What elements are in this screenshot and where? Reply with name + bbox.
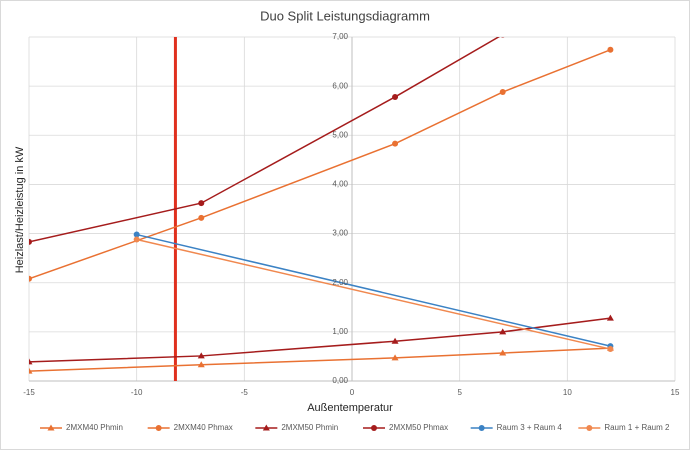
y-tick-label: 1,00 [332,327,348,336]
marker [262,424,270,431]
grid [28,36,676,382]
marker [29,275,32,282]
y-axis-title: Heizlast/Heizleistug in kW [14,146,26,273]
x-tick-label: -5 [241,388,249,397]
labels: 0,00 1,00 2,00 3,00 4,00 5,00 6,00 7,00 -15 -10 -5… [23,32,680,397]
marker [197,352,205,359]
marker [392,93,399,100]
marker [391,337,399,344]
legend-label: 2MXM50 Phmax [389,423,448,432]
marker [607,46,614,53]
marker [391,354,399,361]
y-tick-label: 6,00 [332,81,348,90]
marker [371,425,377,431]
x-tick-label: 0 [350,388,355,397]
marker [133,231,140,238]
x-tick-label: -10 [131,388,143,397]
marker [133,236,140,243]
x-tick-label: -15 [23,388,35,397]
marker [499,89,506,96]
marker [198,214,205,221]
marker [155,425,162,431]
marker [47,424,55,431]
legend-label: Raum 1 + Raum 2 [604,423,670,432]
y-tick-label: 5,00 [332,130,348,139]
plot-area [29,37,614,381]
x-tick-label: 5 [457,388,462,397]
x-axis-title: Außentemperatur [307,402,393,414]
marker [586,425,593,431]
series-line [29,37,500,243]
x-tick-label: 15 [671,388,680,397]
y-tick-label: 4,00 [332,180,348,189]
marker [29,358,33,365]
marker [501,37,505,38]
y-tick-label: 2,00 [332,278,348,287]
x-tick-label: 10 [563,388,572,397]
marker [197,361,205,368]
marker [392,140,399,147]
legend: 2MXM40 Phmin 2MXM40 Phmax 2MXM50 Phmin 2MXM… [40,423,670,432]
marker [499,328,507,335]
legend-label: 2MXM50 Phmin [281,423,338,432]
series-line [136,233,611,347]
marker [499,349,507,356]
marker [607,346,614,353]
legend-label: 2MXM40 Phmax [174,423,233,432]
marker [478,425,485,431]
marker [606,314,614,321]
marker [29,367,33,374]
chart-title: Duo Split Leistungsdiagramm [260,8,430,23]
marker [29,238,32,245]
y-tick-label: 0,00 [332,376,348,385]
y-tick-label: 7,00 [332,32,348,41]
series-line [136,238,611,350]
legend-label: 2MXM40 Phmin [66,423,123,432]
y-tick-label: 3,00 [332,229,348,238]
marker [198,200,205,207]
legend-label: Raum 3 + Raum 4 [497,423,563,432]
